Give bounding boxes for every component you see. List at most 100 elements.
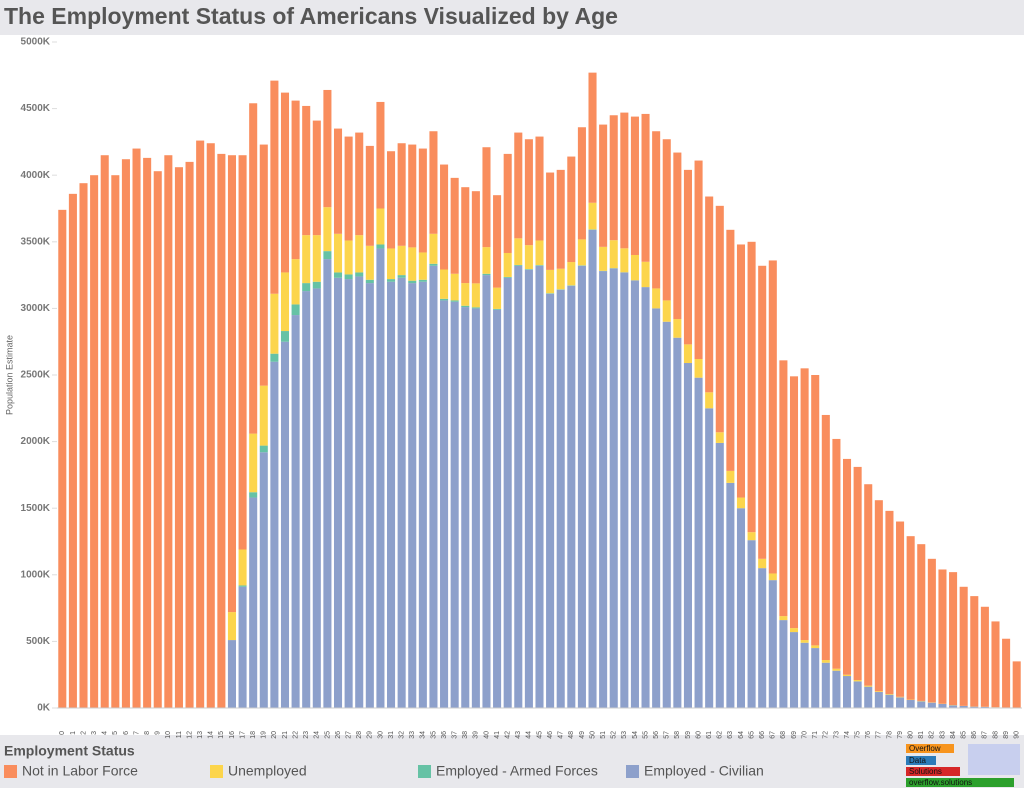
x-tick-label: 76	[865, 731, 872, 739]
bar-segment	[705, 392, 714, 409]
bar-segment	[970, 596, 979, 707]
x-tick-label: 25	[324, 731, 331, 739]
x-tick-label: 51	[600, 731, 607, 739]
x-tick-label: 87	[982, 731, 989, 739]
x-tick-label: 77	[876, 731, 883, 739]
bar-segment	[991, 621, 1000, 708]
bar-segment	[768, 260, 777, 574]
bar-segment	[323, 207, 332, 252]
bar-segment	[79, 183, 88, 708]
x-tick-label: 61	[706, 731, 713, 739]
bar-segment	[694, 377, 703, 708]
bar-segment	[980, 606, 989, 707]
bar-segment	[408, 283, 417, 708]
x-tick-label: 83	[939, 731, 946, 739]
bar-segment	[630, 280, 639, 708]
legend-label: Not in Labor Force	[22, 763, 138, 779]
bar-segment	[302, 291, 311, 708]
bar-segment	[864, 686, 873, 708]
bar-segment	[450, 301, 459, 708]
bar-segment	[821, 414, 830, 661]
bar-segment	[758, 568, 767, 708]
bar-segment	[800, 640, 809, 643]
x-tick-label: 33	[409, 731, 416, 739]
bar-segment	[546, 293, 555, 294]
logo-block	[906, 767, 960, 776]
bar-segment	[524, 269, 533, 708]
legend-title: Employment Status	[4, 743, 135, 759]
bar-segment	[418, 279, 427, 282]
logo: Overflow Data Solutions overflow.solutio…	[906, 744, 1020, 787]
x-tick-label: 63	[727, 731, 734, 739]
bar-segment	[249, 433, 258, 493]
logo-block	[906, 744, 954, 753]
logo-block	[906, 778, 1014, 787]
bar-segment	[418, 148, 427, 253]
bar-segment	[121, 159, 130, 708]
bar-segment	[259, 144, 268, 386]
bar-segment	[461, 307, 470, 708]
bar-segment	[471, 191, 480, 284]
x-tick-label: 29	[367, 731, 374, 739]
bar-segment	[577, 239, 586, 266]
bar-segment	[652, 288, 661, 309]
x-tick-label: 71	[812, 731, 819, 739]
x-tick-label: 43	[515, 731, 522, 739]
bar-segment	[365, 279, 374, 284]
bar-segment	[853, 681, 862, 708]
x-tick-label: 27	[345, 731, 352, 739]
bar-segment	[683, 363, 692, 708]
bar-segment	[440, 298, 449, 301]
bar-segment	[355, 272, 364, 277]
bar-segment	[567, 156, 576, 263]
bar-segment	[503, 277, 512, 708]
bar-segment	[514, 132, 523, 239]
bar-segment	[1012, 661, 1021, 708]
bar-segment	[832, 438, 841, 669]
bar-segment	[429, 131, 438, 234]
bar-segment	[980, 706, 989, 708]
x-tick-label: 68	[780, 731, 787, 739]
bar-segment	[768, 580, 777, 708]
y-tick-label: 4500K	[21, 103, 51, 114]
bar-segment	[524, 269, 533, 270]
bar-segment	[853, 466, 862, 681]
y-tick-label: 1000K	[21, 569, 51, 580]
bar-segment	[344, 274, 353, 280]
bar-segment	[736, 497, 746, 509]
x-tick-label: 0	[59, 731, 66, 735]
x-tick-label: 3	[91, 731, 98, 735]
bar-segment	[832, 668, 841, 671]
legend-swatch	[4, 765, 17, 778]
bar-segment	[461, 305, 470, 308]
bar-segment	[927, 702, 936, 708]
bar-segment	[312, 235, 321, 282]
x-tick-label: 59	[685, 731, 692, 739]
bar-segment	[779, 616, 788, 621]
bar-segment	[429, 265, 438, 708]
x-tick-label: 55	[642, 731, 649, 739]
bar-segment	[132, 148, 141, 708]
bar-segment	[280, 341, 290, 708]
bar-segment	[641, 287, 650, 708]
x-tick-label: 38	[462, 731, 469, 739]
bar-segment	[620, 248, 629, 273]
bar-segment	[397, 143, 406, 246]
bar-segment	[418, 252, 427, 280]
bar-segment	[450, 273, 459, 301]
bar-segment	[227, 612, 237, 641]
x-tick-label: 6	[123, 731, 130, 735]
x-tick-label: 46	[547, 731, 554, 739]
bar-segment	[864, 484, 873, 686]
bar-segment	[726, 470, 735, 483]
bar-segment	[853, 680, 862, 682]
bar-segment	[874, 500, 883, 692]
bar-segment	[588, 72, 597, 203]
x-tick-label: 73	[833, 731, 840, 739]
x-tick-label: 45	[536, 731, 543, 739]
bar-segment	[217, 153, 226, 708]
chart-title: The Employment Status of Americans Visua…	[4, 3, 618, 29]
bar-segment	[291, 315, 300, 708]
bar-segment	[842, 458, 852, 675]
bar-segment	[461, 187, 470, 284]
